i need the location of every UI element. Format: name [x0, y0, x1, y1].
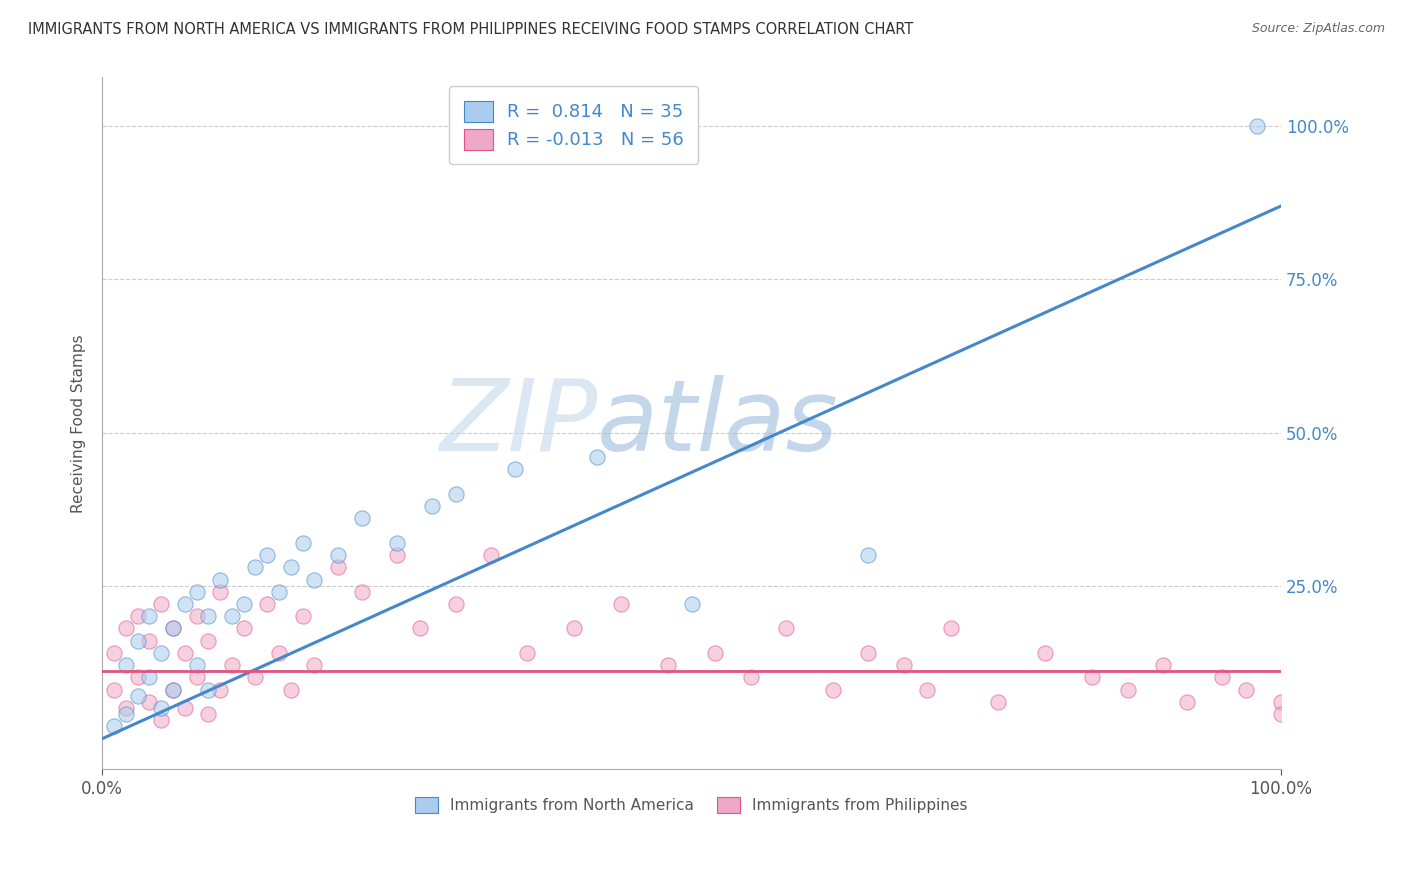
- Point: [350, 584, 373, 599]
- Text: IMMIGRANTS FROM NORTH AMERICA VS IMMIGRANTS FROM PHILIPPINES RECEIVING FOOD STAM: IMMIGRANTS FROM NORTH AMERICA VS IMMIGRA…: [28, 22, 914, 37]
- Point: [1246, 120, 1268, 134]
- Point: [1081, 670, 1104, 684]
- Point: [197, 707, 219, 722]
- Point: [150, 701, 173, 715]
- Point: [681, 597, 703, 611]
- Point: [138, 695, 160, 709]
- Point: [162, 622, 184, 636]
- Point: [138, 609, 160, 624]
- Point: [127, 670, 149, 684]
- Point: [704, 646, 727, 660]
- Point: [516, 646, 538, 660]
- Point: [127, 633, 149, 648]
- Point: [186, 658, 208, 673]
- Point: [1033, 646, 1056, 660]
- Point: [232, 597, 254, 611]
- Point: [221, 609, 243, 624]
- Point: [586, 450, 609, 464]
- Point: [291, 535, 314, 549]
- Point: [291, 609, 314, 624]
- Point: [610, 597, 633, 611]
- Point: [409, 622, 432, 636]
- Point: [1211, 670, 1233, 684]
- Point: [1270, 695, 1292, 709]
- Point: [821, 682, 844, 697]
- Point: [280, 682, 302, 697]
- Point: [657, 658, 679, 673]
- Point: [326, 548, 349, 562]
- Point: [245, 670, 267, 684]
- Point: [209, 573, 232, 587]
- Point: [173, 646, 195, 660]
- Point: [114, 658, 136, 673]
- Point: [197, 609, 219, 624]
- Point: [221, 658, 243, 673]
- Point: [267, 646, 290, 660]
- Point: [420, 499, 443, 513]
- Point: [103, 682, 125, 697]
- Point: [987, 695, 1010, 709]
- Point: [127, 689, 149, 703]
- Point: [326, 560, 349, 574]
- Point: [893, 658, 915, 673]
- Point: [775, 622, 797, 636]
- Point: [150, 714, 173, 728]
- Point: [197, 682, 219, 697]
- Point: [127, 609, 149, 624]
- Point: [304, 573, 326, 587]
- Point: [173, 701, 195, 715]
- Point: [385, 535, 408, 549]
- Point: [114, 701, 136, 715]
- Legend: Immigrants from North America, Immigrants from Philippines: Immigrants from North America, Immigrant…: [405, 787, 979, 824]
- Point: [939, 622, 962, 636]
- Point: [444, 487, 467, 501]
- Point: [186, 584, 208, 599]
- Point: [245, 560, 267, 574]
- Point: [503, 462, 526, 476]
- Point: [858, 646, 880, 660]
- Point: [186, 670, 208, 684]
- Point: [304, 658, 326, 673]
- Point: [385, 548, 408, 562]
- Point: [350, 511, 373, 525]
- Point: [103, 719, 125, 733]
- Point: [1152, 658, 1174, 673]
- Text: Source: ZipAtlas.com: Source: ZipAtlas.com: [1251, 22, 1385, 36]
- Point: [162, 622, 184, 636]
- Point: [256, 548, 278, 562]
- Point: [562, 622, 585, 636]
- Point: [256, 597, 278, 611]
- Point: [150, 597, 173, 611]
- Point: [209, 584, 232, 599]
- Point: [444, 597, 467, 611]
- Point: [114, 707, 136, 722]
- Point: [150, 646, 173, 660]
- Point: [197, 633, 219, 648]
- Point: [1270, 707, 1292, 722]
- Point: [917, 682, 939, 697]
- Point: [1116, 682, 1139, 697]
- Point: [162, 682, 184, 697]
- Y-axis label: Receiving Food Stamps: Receiving Food Stamps: [72, 334, 86, 513]
- Point: [162, 682, 184, 697]
- Point: [114, 622, 136, 636]
- Point: [280, 560, 302, 574]
- Point: [267, 584, 290, 599]
- Point: [858, 548, 880, 562]
- Point: [1175, 695, 1198, 709]
- Point: [1234, 682, 1257, 697]
- Point: [479, 548, 502, 562]
- Point: [740, 670, 762, 684]
- Point: [173, 597, 195, 611]
- Point: [186, 609, 208, 624]
- Point: [232, 622, 254, 636]
- Point: [138, 670, 160, 684]
- Point: [103, 646, 125, 660]
- Text: atlas: atlas: [598, 375, 839, 472]
- Text: ZIP: ZIP: [439, 375, 598, 472]
- Point: [138, 633, 160, 648]
- Point: [209, 682, 232, 697]
